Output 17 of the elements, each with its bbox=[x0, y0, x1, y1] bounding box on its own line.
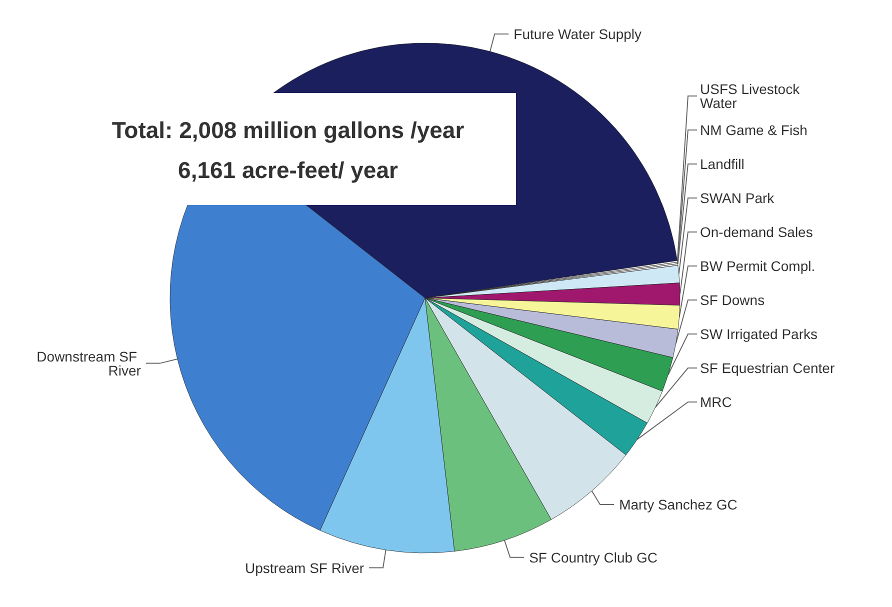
slice-label: BW Permit Compl. bbox=[700, 258, 816, 274]
slice-label: SF Country Club GC bbox=[529, 549, 658, 566]
slice-label: On-demand Sales bbox=[700, 224, 813, 240]
slice-label: SW Irrigated Parks bbox=[700, 326, 818, 342]
slice-label: MRC bbox=[700, 394, 732, 410]
text: 6,161 acre-feet/ year bbox=[178, 157, 398, 183]
slice-label: SF Downs bbox=[700, 292, 765, 308]
slice-label: Upstream SF River bbox=[245, 560, 364, 576]
slice-label: Future Water Supply bbox=[514, 26, 642, 42]
slice-label: Downstream SF River bbox=[36, 348, 142, 378]
slice-label: Marty Sanchez GC bbox=[619, 496, 738, 513]
slice-label: NM Game & Fish bbox=[700, 122, 808, 138]
slice-label: USFS Livestock Water bbox=[700, 81, 804, 111]
slice-label: SF Equestrian Center bbox=[700, 360, 835, 376]
text: Total: 2,008 million gallons /year bbox=[112, 117, 464, 143]
slice-label: SWAN Park bbox=[700, 190, 776, 206]
slice-label: Landfill bbox=[700, 156, 744, 172]
